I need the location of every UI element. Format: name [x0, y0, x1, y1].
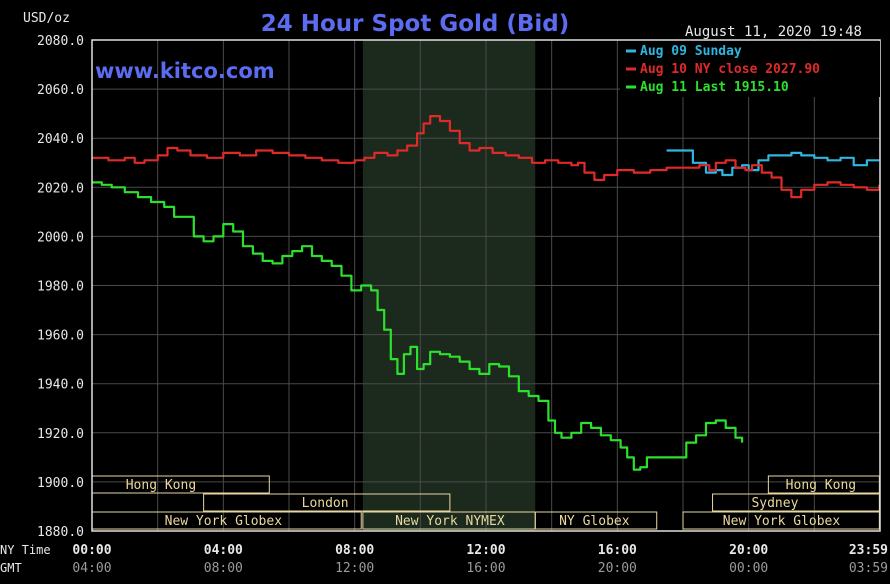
session-label: NY Globex [559, 514, 630, 529]
y-tick-label: 2060.0 [37, 83, 84, 98]
x-tick-label-gmt: 00:00 [729, 561, 768, 576]
series-line-2 [92, 181, 744, 471]
session-box [534, 511, 658, 530]
session-label: New York NYMEX [395, 514, 505, 529]
legend-entry: Aug 11 Last 1915.10 [640, 80, 789, 95]
ny-time-label: NY Time [0, 543, 51, 557]
x-tick-label-ny: 12:00 [466, 543, 505, 558]
x-tick-label-ny: 00:00 [72, 543, 111, 558]
chart-title: 24 Hour Spot Gold (Bid) [261, 11, 570, 37]
y-tick-label: 1900.0 [37, 476, 84, 491]
site-watermark[interactable]: www.kitco.com [95, 59, 275, 83]
x-tick-label-ny: 08:00 [335, 543, 374, 558]
session-box [203, 493, 451, 512]
legend: Aug 09 Sunday Aug 10 NY close 2027.90 Aug … [620, 41, 880, 97]
y-tick-label: 2000.0 [37, 230, 84, 245]
session-label: Sydney [751, 496, 798, 511]
session-label: London [302, 496, 349, 511]
legend-entry: Aug 10 NY close 2027.90 [640, 62, 820, 77]
y-tick-label: 1960.0 [37, 329, 84, 344]
price-series [92, 115, 881, 471]
x-tick-label-gmt: 20:00 [598, 561, 637, 576]
y-tick-label: 1880.0 [37, 525, 84, 540]
session-label: New York Globex [165, 514, 283, 529]
session-label: New York Globex [723, 514, 841, 529]
x-tick-label-ny: 16:00 [598, 543, 637, 558]
x-tick-label-ny: 23:59 [849, 543, 888, 558]
y-axis-label: USD/oz [23, 11, 70, 26]
x-tick-label-ny: 20:00 [729, 543, 768, 558]
x-tick-label-gmt: 08:00 [204, 561, 243, 576]
x-tick-label-ny: 04:00 [204, 543, 243, 558]
trading-sessions: Hong Kong Hong Kong London Sydney New York G… [91, 475, 880, 530]
y-tick-label: 1980.0 [37, 280, 84, 295]
x-tick-label-gmt: 03:59 [849, 561, 888, 576]
chart-timestamp: August 11, 2020 19:48 [685, 24, 862, 40]
x-tick-label-gmt: 12:00 [335, 561, 374, 576]
legend-background [620, 41, 880, 97]
x-axis-ticks: 00:00 04:00 04:00 08:00 08:00 12:00 12:00 16:00… [72, 543, 888, 576]
series-line-1 [92, 115, 881, 199]
session-label: Hong Kong [126, 478, 196, 493]
y-tick-label: 1940.0 [37, 378, 84, 393]
y-tick-label: 2040.0 [37, 132, 84, 147]
session-label: Hong Kong [786, 478, 856, 493]
x-tick-label-gmt: 04:00 [72, 561, 111, 576]
gmt-label: GMT [0, 561, 22, 575]
x-tick-label-gmt: 16:00 [466, 561, 505, 576]
legend-entry: Aug 09 Sunday [640, 44, 742, 59]
plot-frame [91, 39, 881, 532]
y-tick-label: 1920.0 [37, 427, 84, 442]
series-line-0 [666, 149, 880, 177]
y-tick-label: 2020.0 [37, 181, 84, 196]
y-tick-label: 2080.0 [37, 34, 84, 49]
y-axis-ticks: 2080.0 2060.0 2040.0 2020.0 2000.0 1980.0 1960… [37, 34, 84, 540]
